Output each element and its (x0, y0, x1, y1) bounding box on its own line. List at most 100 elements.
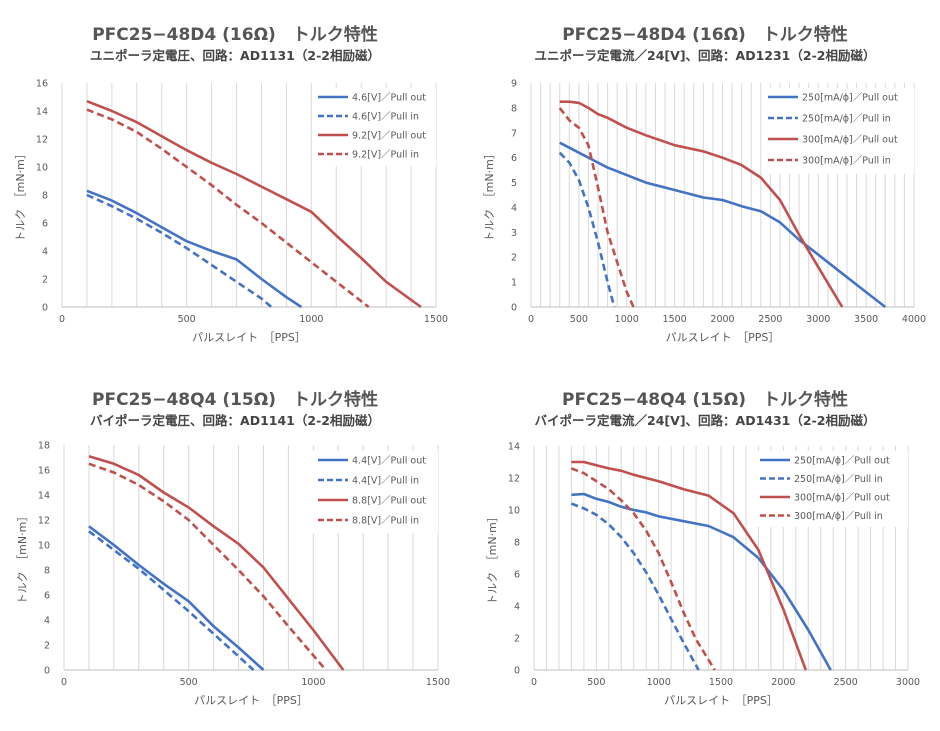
legend-label: 250[mA/ϕ]／Pull in (794, 474, 883, 485)
series-line-3 (571, 460, 808, 671)
y-tick-label: 10 (36, 163, 48, 174)
x-axis-label: パルスレイト ［PPS］ (194, 694, 308, 707)
series-line-1 (559, 141, 887, 309)
y-tick-label: 0 (42, 303, 48, 314)
chart-subtitle: バイポーラ定電圧、回路：AD1141（2-2相励磁） (90, 413, 380, 428)
y-axis-label: トルク ［mN·m］ (486, 511, 499, 605)
series-line-4 (88, 462, 327, 671)
legend: 250[mA/ϕ]／Pull out 250[mA/ϕ]／Pull in 300[m… (754, 451, 908, 527)
legend-label: 4.6[V]／Pull in (352, 112, 419, 123)
x-tick-label: 500 (180, 677, 198, 688)
x-axis-label: パルスレイト ［PPS］ (666, 331, 780, 344)
y-tick-label: 14 (38, 491, 50, 502)
chart-panel-4: PFC25−48Q4 (15Ω) トルク特性 バイポーラ定電流／24[V]、回路… (470, 365, 940, 731)
x-tick-label: 0 (531, 677, 537, 688)
x-tick-label: 2000 (710, 314, 734, 325)
series-line-1 (571, 492, 832, 671)
chart-title: PFC25−48Q4 (15Ω) トルク特性 (92, 390, 378, 410)
series-line-2 (570, 502, 700, 671)
legend-label: 8.8[V]／Pull in (352, 516, 419, 527)
y-tick-label: 4 (511, 203, 517, 214)
y-tick-label: 1 (511, 278, 517, 289)
y-tick-label: 0 (44, 666, 50, 677)
y-tick-label: 6 (44, 591, 50, 602)
y-tick-label: 12 (38, 516, 50, 527)
y-tick-label: 16 (36, 79, 48, 90)
legend-label: 4.4[V]／Pull in (352, 476, 419, 487)
y-tick-label: 2 (511, 253, 517, 264)
x-axis-label: パルスレイト ［PPS］ (664, 694, 778, 707)
y-tick-label: 8 (511, 103, 517, 114)
x-tick-label: 4000 (902, 314, 926, 325)
legend-label: 4.4[V]／Pull out (352, 456, 426, 467)
y-tick-label: 6 (42, 219, 48, 230)
torque-chart-svg: 0 2 4 6 8 10 12 14 16 18 0 500 1000 1500 パルスレイト ［PPS］ ト… (16, 441, 450, 708)
x-tick-label: 1000 (647, 677, 671, 688)
y-tick-label: 4 (42, 247, 48, 258)
y-tick-label: 2 (42, 275, 48, 286)
x-tick-label: 2000 (771, 677, 795, 688)
y-axis-label: トルク ［mN·m］ (14, 148, 27, 242)
legend: 250[mA/ϕ]／Pull out 250[mA/ϕ]／Pull in 300[m… (762, 88, 914, 174)
legend-label: 300[mA/ϕ]／Pull out (802, 135, 898, 146)
legend-label: 300[mA/ϕ]／Pull out (794, 493, 890, 504)
legend-label: 9.2[V]／Pull in (352, 150, 419, 161)
y-tick-label: 2 (44, 641, 50, 652)
legend-label: 9.2[V]／Pull out (352, 131, 426, 142)
y-tick-label: 5 (511, 178, 517, 189)
x-tick-label: 3500 (854, 314, 878, 325)
y-tick-label: 10 (508, 506, 520, 517)
y-tick-label: 6 (514, 570, 520, 581)
y-tick-label: 16 (38, 466, 50, 477)
gridlines (530, 83, 915, 307)
torque-chart-svg: 0 2 4 6 8 10 12 14 0 500 1000 1500 2000 2500 3000 パルスレイ… (486, 442, 920, 708)
y-tick-label: 7 (511, 128, 517, 139)
chart-panel-2: PFC25−48D4 (16Ω) トルク特性 ユニポーラ定電流／24[V]、回路… (470, 0, 940, 365)
legend: 4.6[V]／Pull out 4.6[V]／Pull in 9.2[V]／Pull… (312, 88, 436, 166)
y-tick-label: 18 (38, 441, 50, 452)
series-line-4 (558, 107, 635, 308)
chart-title: PFC25−48Q4 (15Ω) トルク特性 (562, 390, 848, 410)
series-line-2 (88, 530, 255, 671)
y-tick-label: 8 (514, 538, 520, 549)
chart-title: PFC25−48D4 (16Ω) トルク特性 (92, 25, 378, 45)
series-line-3 (559, 100, 844, 308)
gridlines (63, 445, 439, 670)
x-tick-label: 1500 (663, 314, 687, 325)
x-tick-label: 2500 (834, 677, 858, 688)
x-tick-label: 1000 (299, 314, 323, 325)
legend: 4.4[V]／Pull out 4.4[V]／Pull in 8.8[V]／Pull… (312, 451, 438, 533)
legend-label: 250[mA/ϕ]／Pull out (802, 93, 898, 104)
chart-subtitle: バイポーラ定電流／24[V]、回路：AD1431（2-2相励磁） (534, 413, 876, 428)
series-line-3 (86, 99, 422, 309)
y-tick-label: 0 (511, 303, 517, 314)
series-line-1 (86, 189, 303, 309)
x-tick-label: 1000 (615, 314, 639, 325)
legend-label: 300[mA/ϕ]／Pull in (802, 156, 891, 167)
series-line-4 (570, 467, 716, 671)
x-tick-label: 3000 (896, 677, 920, 688)
legend-label: 300[mA/ϕ]／Pull in (794, 511, 883, 522)
x-tick-label: 1500 (424, 314, 448, 325)
y-axis-label: トルク ［mN·m］ (483, 148, 496, 242)
y-tick-label: 10 (38, 541, 50, 552)
x-tick-label: 500 (570, 314, 588, 325)
series-line-2 (558, 151, 616, 308)
x-tick-label: 500 (178, 314, 196, 325)
x-tick-label: 1500 (709, 677, 733, 688)
torque-chart-svg: 0 2 4 6 8 10 12 14 16 0 500 1000 1500 パルスレイト ［PPS］ トルク… (14, 79, 448, 345)
chart-panel-1: PFC25−48D4 (16Ω) トルク特性 ユニポーラ定電圧、回路：AD113… (0, 0, 470, 365)
chart-panel-3: PFC25−48Q4 (15Ω) トルク特性 バイポーラ定電圧、回路：AD114… (0, 365, 470, 731)
y-tick-label: 12 (508, 474, 520, 485)
torque-chart-svg: 0 1 2 3 4 5 6 7 8 9 0 500 1000 1500 2000 2500 3000 3500 40… (483, 79, 926, 345)
y-tick-label: 4 (44, 616, 50, 627)
y-tick-label: 14 (508, 442, 520, 453)
y-tick-label: 4 (514, 602, 520, 613)
y-tick-label: 8 (42, 191, 48, 202)
series-line-4 (86, 108, 370, 309)
y-tick-label: 6 (511, 153, 517, 164)
chart-title: PFC25−48D4 (16Ω) トルク特性 (562, 25, 848, 45)
x-tick-label: 0 (528, 314, 534, 325)
x-tick-label: 1000 (301, 677, 325, 688)
series-line-3 (88, 454, 345, 671)
